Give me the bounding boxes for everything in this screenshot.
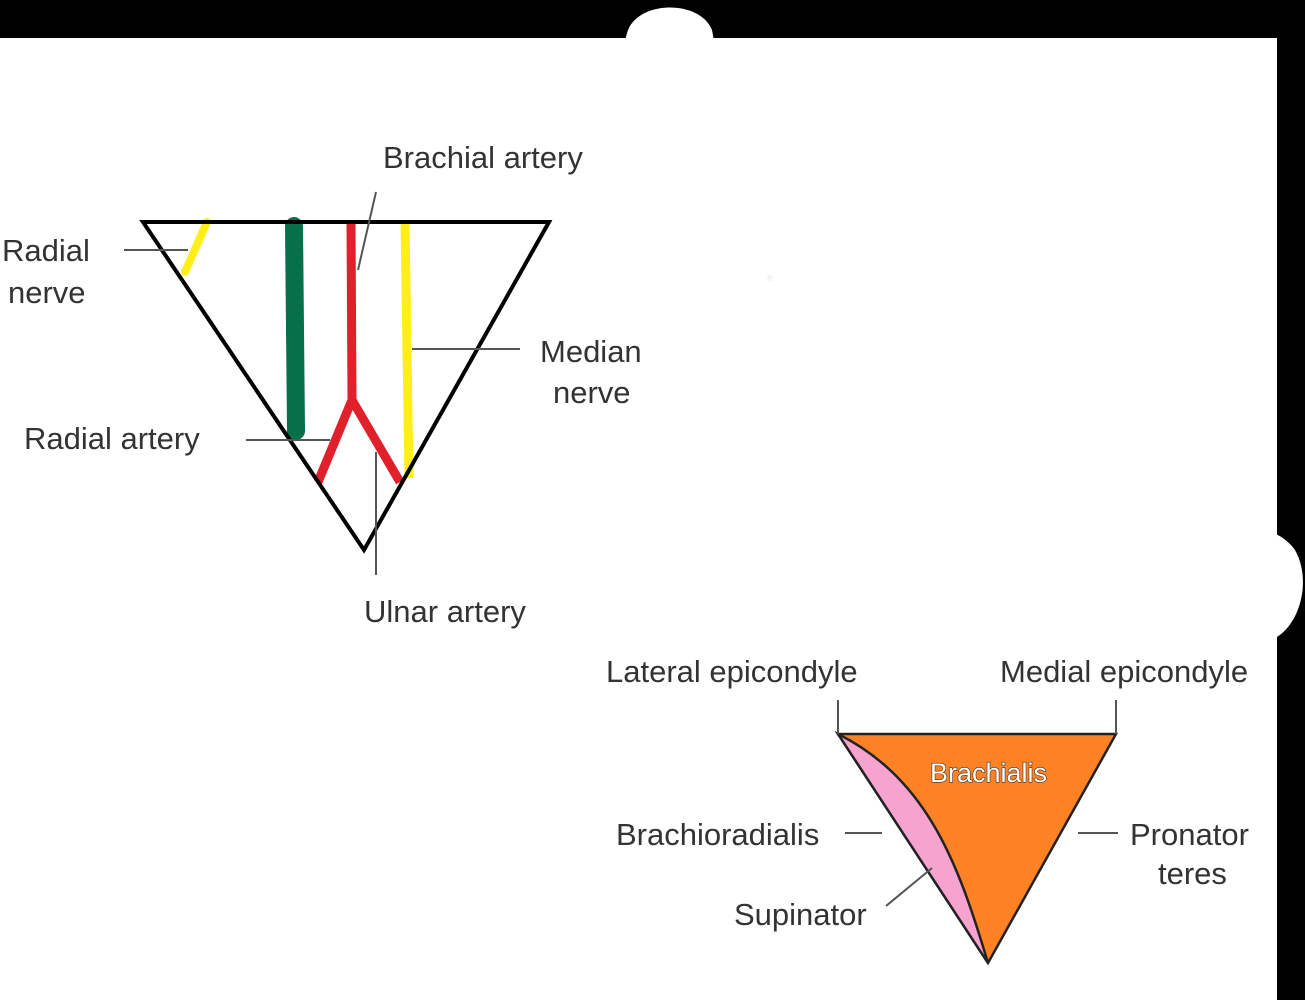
supinator-leader — [885, 867, 933, 907]
radial-nerve-label-line2: nerve — [8, 275, 86, 310]
radial-artery-label: Radial artery — [24, 421, 200, 456]
radial-nerve-label-line1: Radial — [2, 233, 90, 268]
brachialis-label: Brachialis — [930, 758, 1047, 788]
supinator-area — [834, 730, 990, 964]
brachial-artery-label: Brachial artery — [383, 140, 583, 175]
pronator-teres-label-line2: teres — [1158, 856, 1227, 891]
pronator-teres-label-line1: Pronator — [1130, 817, 1249, 852]
contents-diagram: Brachial artery Radial nerve Median nerv… — [2, 140, 642, 629]
white-sheet — [0, 38, 1277, 1000]
ulnar-artery-label: Ulnar artery — [364, 594, 526, 629]
supinator-label: Supinator — [734, 897, 867, 932]
biceps-tendon-line — [285, 217, 305, 440]
ulnar-artery-line — [348, 397, 404, 485]
medial-epicondyle-label: Medial epicondyle — [1000, 654, 1248, 689]
median-nerve-label-line1: Median — [540, 334, 642, 369]
white-blob-right — [1178, 526, 1303, 643]
radial-artery-line — [313, 398, 357, 484]
lateral-epicondyle-label: Lateral epicondyle — [606, 654, 858, 689]
brachial-artery-line — [346, 221, 357, 401]
boundaries-diagram: Lateral epicondyle Medial epicondyle Bra… — [606, 654, 1249, 966]
brachioradialis-label: Brachioradialis — [616, 817, 819, 852]
fossa-outline-triangle — [139, 220, 553, 554]
brachial-artery-leader — [357, 191, 377, 271]
white-blob-top — [619, 7, 717, 186]
median-nerve-line — [400, 221, 414, 479]
median-nerve-label-line2: nerve — [553, 375, 631, 410]
radial-nerve-line — [181, 218, 211, 276]
speck — [767, 275, 773, 281]
